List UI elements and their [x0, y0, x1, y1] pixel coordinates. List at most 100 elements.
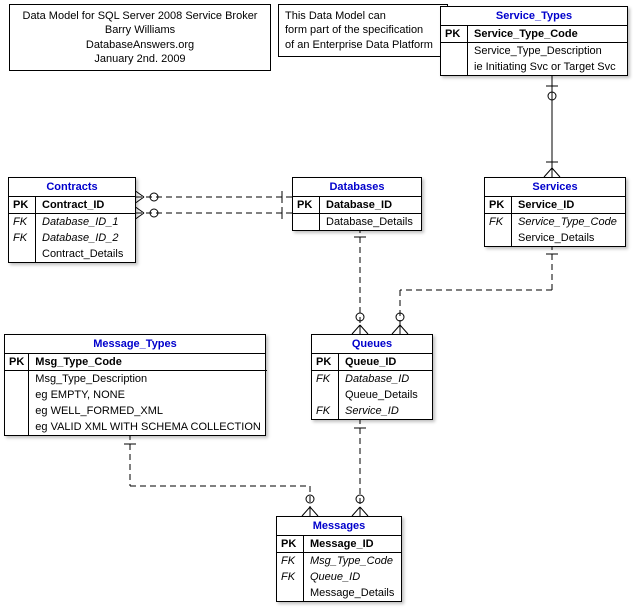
- entity-body: PKService_IDFKService_Type_CodeService_D…: [485, 197, 625, 246]
- attr-row: Service_Type_Description: [441, 43, 627, 59]
- note-line-2: of an Enterprise Data Platform: [285, 38, 441, 52]
- entity-body: PKQueue_IDFKDatabase_IDQueue_DetailsFKSe…: [312, 354, 432, 419]
- attr-key: PK: [5, 354, 29, 371]
- attr-row: Msg_Type_Description: [5, 371, 267, 387]
- attr-row: Database_Details: [293, 214, 421, 230]
- attr-name: Database_ID_1: [36, 214, 136, 230]
- entity-contracts: ContractsPKContract_IDFKDatabase_ID_1FKD…: [8, 177, 136, 263]
- attr-key: FK: [312, 403, 339, 419]
- attr-key: [5, 419, 29, 435]
- attr-key: PK: [9, 197, 36, 214]
- attr-key: PK: [293, 197, 320, 214]
- attr-row: PKContract_ID: [9, 197, 135, 214]
- attr-key: FK: [485, 214, 512, 230]
- attr-name: Database_ID: [320, 197, 422, 214]
- attr-name: Queue_ID: [304, 569, 402, 585]
- entity-body: PKMessage_IDFKMsg_Type_CodeFKQueue_IDMes…: [277, 536, 401, 601]
- attr-name: eg EMPTY, NONE: [29, 387, 267, 403]
- attr-row: FKDatabase_ID_1: [9, 214, 135, 230]
- attr-row: FKMsg_Type_Code: [277, 553, 401, 569]
- entity-title: Databases: [293, 178, 421, 197]
- attr-name: Message_ID: [304, 536, 402, 553]
- attr-row: PKService_Type_Code: [441, 26, 627, 43]
- attr-key: [293, 214, 320, 230]
- attr-key: FK: [277, 553, 304, 569]
- attr-row: eg EMPTY, NONE: [5, 387, 267, 403]
- attr-row: PKMsg_Type_Code: [5, 354, 267, 371]
- note-line-1: form part of the specification: [285, 23, 441, 37]
- entity-title: Services: [485, 178, 625, 197]
- attr-name: Service_Details: [512, 230, 626, 246]
- attr-name: Service_Type_Code: [512, 214, 626, 230]
- attr-row: ie Initiating Svc or Target Svc: [441, 59, 627, 75]
- attr-name: eg WELL_FORMED_XML: [29, 403, 267, 419]
- entity-title: Queues: [312, 335, 432, 354]
- attr-name: Service_Type_Code: [468, 26, 628, 43]
- entity-body: PKDatabase_IDDatabase_Details: [293, 197, 421, 230]
- attr-row: FKService_ID: [312, 403, 432, 419]
- attr-name: Database_Details: [320, 214, 422, 230]
- attr-key: [277, 585, 304, 601]
- attr-name: Database_ID_2: [36, 230, 136, 246]
- title-line-0: Data Model for SQL Server 2008 Service B…: [16, 9, 264, 23]
- attr-row: PKService_ID: [485, 197, 625, 214]
- attr-key: [5, 403, 29, 419]
- attr-row: Queue_Details: [312, 387, 432, 403]
- note-line-0: This Data Model can: [285, 9, 441, 23]
- entity-title: Contracts: [9, 178, 135, 197]
- attr-key: [485, 230, 512, 246]
- title-line-2: DatabaseAnswers.org: [16, 38, 264, 52]
- attr-name: eg VALID XML WITH SCHEMA COLLECTION: [29, 419, 267, 435]
- attr-name: Database_ID: [339, 371, 433, 387]
- title-line-3: January 2nd. 2009: [16, 52, 264, 66]
- attr-key: PK: [441, 26, 468, 43]
- attr-key: [441, 43, 468, 59]
- attr-row: FKQueue_ID: [277, 569, 401, 585]
- attr-name: Contract_ID: [36, 197, 136, 214]
- attr-row: Message_Details: [277, 585, 401, 601]
- attr-key: PK: [277, 536, 304, 553]
- entity-queues: QueuesPKQueue_IDFKDatabase_IDQueue_Detai…: [311, 334, 433, 420]
- attr-key: FK: [9, 230, 36, 246]
- entity-body: PKContract_IDFKDatabase_ID_1FKDatabase_I…: [9, 197, 135, 262]
- attr-key: [5, 387, 29, 403]
- attr-name: Queue_Details: [339, 387, 433, 403]
- title-line-1: Barry Williams: [16, 23, 264, 37]
- entity-title: Message_Types: [5, 335, 265, 354]
- attr-key: [312, 387, 339, 403]
- attr-name: Msg_Type_Code: [29, 354, 267, 371]
- note-box: This Data Model can form part of the spe…: [278, 4, 448, 57]
- attr-key: [9, 246, 36, 262]
- attr-row: PKDatabase_ID: [293, 197, 421, 214]
- entity-title: Messages: [277, 517, 401, 536]
- attr-name: Msg_Type_Description: [29, 371, 267, 387]
- attr-row: eg WELL_FORMED_XML: [5, 403, 267, 419]
- entity-body: PKService_Type_CodeService_Type_Descript…: [441, 26, 627, 75]
- attr-row: PKQueue_ID: [312, 354, 432, 371]
- attr-key: [441, 59, 468, 75]
- attr-row: eg VALID XML WITH SCHEMA COLLECTION: [5, 419, 267, 435]
- attr-name: ie Initiating Svc or Target Svc: [468, 59, 628, 75]
- entity-service-types: Service_TypesPKService_Type_CodeService_…: [440, 6, 628, 76]
- entity-title: Service_Types: [441, 7, 627, 26]
- attr-key: FK: [277, 569, 304, 585]
- attr-name: Msg_Type_Code: [304, 553, 402, 569]
- attr-key: PK: [312, 354, 339, 371]
- attr-key: [5, 371, 29, 387]
- entity-services: ServicesPKService_IDFKService_Type_CodeS…: [484, 177, 626, 247]
- attr-key: PK: [485, 197, 512, 214]
- attr-row: PKMessage_ID: [277, 536, 401, 553]
- attr-row: FKService_Type_Code: [485, 214, 625, 230]
- attr-name: Contract_Details: [36, 246, 136, 262]
- attr-name: Message_Details: [304, 585, 402, 601]
- attr-row: Service_Details: [485, 230, 625, 246]
- attr-name: Service_ID: [512, 197, 626, 214]
- attr-name: Service_ID: [339, 403, 433, 419]
- entity-message-types: Message_TypesPKMsg_Type_CodeMsg_Type_Des…: [4, 334, 266, 436]
- attr-key: FK: [312, 371, 339, 387]
- attr-row: Contract_Details: [9, 246, 135, 262]
- attr-key: FK: [9, 214, 36, 230]
- attr-row: FKDatabase_ID_2: [9, 230, 135, 246]
- title-box: Data Model for SQL Server 2008 Service B…: [9, 4, 271, 71]
- entity-databases: DatabasesPKDatabase_IDDatabase_Details: [292, 177, 422, 231]
